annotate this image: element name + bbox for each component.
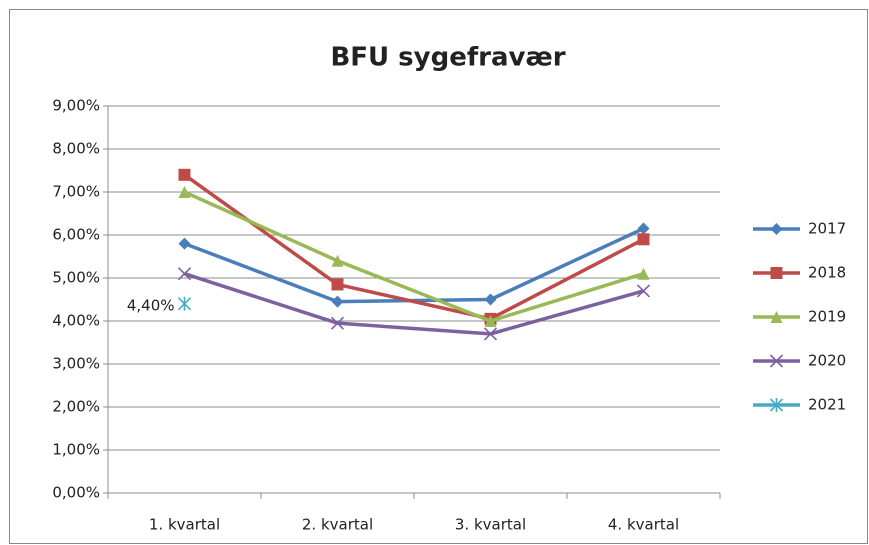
chart-frame: [9, 9, 868, 544]
legend-marker: [770, 223, 783, 235]
data-point: [177, 267, 192, 281]
data-point: [637, 233, 650, 246]
data-point: [331, 278, 344, 291]
data-point: [483, 327, 498, 341]
legend-label: 2019: [808, 308, 846, 326]
data-point: [636, 284, 651, 298]
y-tick-label: 5,00%: [52, 269, 100, 287]
x-tick-label: 3. kvartal: [455, 516, 526, 534]
y-tick-label: 1,00%: [52, 441, 100, 459]
chart-title: BFU sygefravær: [330, 43, 565, 73]
data-point: [178, 186, 191, 198]
series-line: [183, 190, 645, 323]
x-tick-label: 2. kvartal: [302, 516, 373, 534]
y-tick-label: 4,00%: [52, 312, 100, 330]
legend-label: 2018: [808, 264, 846, 282]
data-point: [331, 254, 344, 267]
data-point: [178, 168, 191, 181]
data-point: [178, 237, 191, 250]
data-point: [331, 295, 344, 308]
legend-marker: [770, 311, 783, 323]
series-line: [183, 272, 644, 336]
legend-label: 2020: [808, 352, 846, 370]
y-tick-label: 8,00%: [52, 140, 100, 158]
y-tick-label: 9,00%: [52, 97, 100, 115]
legend-label: 2017: [808, 220, 846, 238]
x-tick-label: 1. kvartal: [149, 516, 220, 534]
y-tick-label: 0,00%: [52, 484, 100, 502]
data-point: [637, 267, 650, 280]
y-tick-label: 7,00%: [52, 183, 100, 201]
data-point: [637, 222, 650, 235]
legend-marker: [769, 354, 784, 368]
data-point: [330, 316, 345, 330]
data-point: [484, 293, 497, 306]
y-tick-label: 6,00%: [52, 226, 100, 244]
data-label: 4,40%: [127, 296, 175, 314]
data-point: [484, 315, 497, 327]
y-tick-label: 3,00%: [52, 355, 100, 373]
x-tick-label: 4. kvartal: [608, 516, 679, 534]
y-tick-label: 2,00%: [52, 398, 100, 416]
legend-marker: [770, 267, 783, 279]
series-line: [183, 173, 645, 321]
legend-marker: [769, 398, 784, 412]
legend-label: 2021: [808, 396, 846, 414]
data-point: [177, 296, 192, 311]
